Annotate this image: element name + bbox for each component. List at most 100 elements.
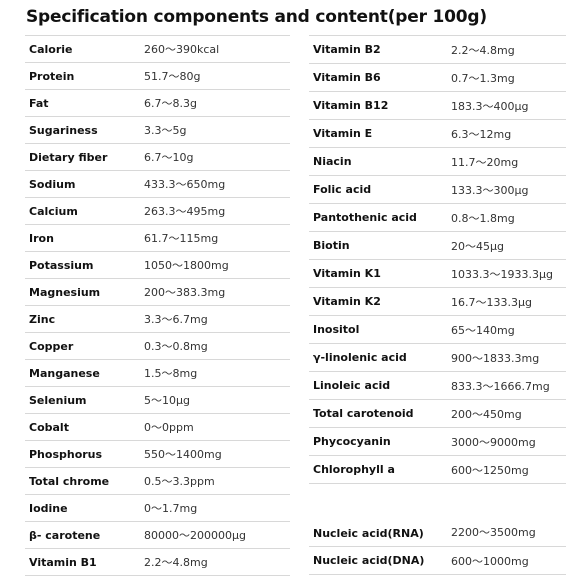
nutrient-name: Vitamin K2 [309, 287, 447, 316]
nutrient-value: 1050～1800mg [140, 251, 290, 279]
nutrient-name: Vitamin B6 [309, 63, 447, 92]
nutrient-value: 833.3～1666.7mg [447, 371, 566, 400]
nutrient-name: Sugariness [25, 116, 140, 144]
nutrient-name: Iodine [25, 494, 140, 522]
nutrient-value: 3000～9000mg [447, 427, 566, 456]
table-row: Vitamin K2 16.7～133.3μg [309, 287, 566, 316]
table-row: Niacin 11.7～20mg [309, 147, 566, 176]
nutrient-name: β- carotene [25, 521, 140, 549]
nutrient-value: 183.3～400μg [447, 91, 566, 120]
nutrient-name: Vitamin K1 [309, 259, 447, 288]
nutrient-value: 6.7～10g [140, 143, 290, 171]
nutrient-value: 0.7～1.3mg [447, 63, 566, 92]
nutrient-value: 6.7～8.3g [140, 89, 290, 117]
nutrient-value: 433.3～650mg [140, 170, 290, 198]
table-row: Calcium 263.3～495mg [25, 197, 290, 225]
table-row: Magnesium 200～383.3mg [25, 278, 290, 306]
table-row: Sodium 433.3～650mg [25, 170, 290, 198]
nutrient-value: 2.2～4.8mg [447, 35, 566, 64]
nutrient-name: Fat [25, 89, 140, 117]
table-row: Chlorophyll a 600～1250mg [309, 455, 566, 484]
table-row: Potassium 1050～1800mg [25, 251, 290, 279]
nutrient-name: Folic acid [309, 175, 447, 204]
nutrient-name: Total carotenoid [309, 399, 447, 428]
nutrient-name: Potassium [25, 251, 140, 279]
nutrient-name: Copper [25, 332, 140, 360]
table-row: γ-linolenic acid 900～1833.3mg [309, 343, 566, 372]
nutrient-value: 0.3～0.8mg [140, 332, 290, 360]
nutrient-name: Calcium [25, 197, 140, 225]
nutrient-value: 0.5～3.3ppm [140, 467, 290, 495]
table-row: Cobalt 0～0ppm [25, 413, 290, 441]
table-row: Nucleic acid(RNA) 2200～3500mg [309, 483, 566, 547]
table-row: Vitamin B1 2.2～4.8mg [25, 548, 290, 576]
table-row: Zinc 3.3～6.7mg [25, 305, 290, 333]
nutrient-name: Cobalt [25, 413, 140, 441]
nutrient-value: 133.3～300μg [447, 175, 566, 204]
table-row: Manganese 1.5～8mg [25, 359, 290, 387]
table-row: Selenium 5～10μg [25, 386, 290, 414]
nutrient-value: 16.7～133.3μg [447, 287, 566, 316]
table-row: Iodine 0～1.7mg [25, 494, 290, 522]
nutrient-name: Magnesium [25, 278, 140, 306]
table-row: Nucleic acid(DNA) 600～1000mg [309, 546, 566, 575]
nutrient-name: Pantothenic acid [309, 203, 447, 232]
nutrient-name: Zinc [25, 305, 140, 333]
nutrient-name: Calorie [25, 35, 140, 63]
nutrient-name: γ-linolenic acid [309, 343, 447, 372]
table-row: Total chrome 0.5～3.3ppm [25, 467, 290, 495]
page-title: Specification components and content(per… [26, 7, 487, 27]
nutrient-value: 11.7～20mg [447, 147, 566, 176]
nutrient-value: 6.3～12mg [447, 119, 566, 148]
nutrient-value: 200～383.3mg [140, 278, 290, 306]
nutrient-value: 200～450mg [447, 399, 566, 428]
table-row: Pantothenic acid 0.8～1.8mg [309, 203, 566, 232]
nutrient-name: Phosphorus [25, 440, 140, 468]
table-row: Sugariness 3.3～5g [25, 116, 290, 144]
table-row: Iron 61.7～115mg [25, 224, 290, 252]
nutrient-name: Dietary fiber [25, 143, 140, 171]
table-row: Fat 6.7～8.3g [25, 89, 290, 117]
nutrient-value: 263.3～495mg [140, 197, 290, 225]
nutrient-name: Nucleic acid(DNA) [309, 546, 447, 575]
nutrient-value: 0～0ppm [140, 413, 290, 441]
nutrient-name: Vitamin E [309, 119, 447, 148]
table-row: Folic acid 133.3～300μg [309, 175, 566, 204]
table-row: Vitamin B6 0.7～1.3mg [309, 63, 566, 92]
nutrient-name: Nucleic acid(RNA) [309, 483, 447, 547]
table-row: Phosphorus 550～1400mg [25, 440, 290, 468]
nutrient-value: 550～1400mg [140, 440, 290, 468]
nutrient-value: 600～1250mg [447, 455, 566, 484]
nutrient-name: Chlorophyll a [309, 455, 447, 484]
nutrient-value: 5～10μg [140, 386, 290, 414]
spec-table-right: Vitamin B2 2.2～4.8mg Vitamin B6 0.7～1.3mg … [309, 35, 566, 575]
nutrient-value: 1.5～8mg [140, 359, 290, 387]
nutrient-value: 2200～3500mg [447, 483, 566, 547]
nutrient-value: 600～1000mg [447, 546, 566, 575]
nutrient-name: Inositol [309, 315, 447, 344]
nutrient-value: 51.7～80g [140, 62, 290, 90]
nutrient-name: Manganese [25, 359, 140, 387]
table-row: Vitamin E 6.3～12mg [309, 119, 566, 148]
nutrient-value: 65～140mg [447, 315, 566, 344]
table-row: Inositol 65～140mg [309, 315, 566, 344]
nutrient-name: Protein [25, 62, 140, 90]
table-row: Calorie 260～390kcal [25, 35, 290, 63]
nutrient-value: 20～45μg [447, 231, 566, 260]
nutrient-value: 1033.3～1933.3μg [447, 259, 566, 288]
nutrient-value: 900～1833.3mg [447, 343, 566, 372]
nutrient-value: 0.8～1.8mg [447, 203, 566, 232]
table-row: Linoleic acid 833.3～1666.7mg [309, 371, 566, 400]
nutrient-name: Niacin [309, 147, 447, 176]
nutrient-value: 61.7～115mg [140, 224, 290, 252]
nutrient-name: Vitamin B12 [309, 91, 447, 120]
spec-table-left: Calorie 260～390kcal Protein 51.7～80g Fat 6.… [25, 35, 290, 576]
nutrient-name: Linoleic acid [309, 371, 447, 400]
nutrient-name: Sodium [25, 170, 140, 198]
nutrient-name: Phycocyanin [309, 427, 447, 456]
table-row: Dietary fiber 6.7～10g [25, 143, 290, 171]
nutrient-name: Selenium [25, 386, 140, 414]
nutrient-value: 3.3～5g [140, 116, 290, 144]
table-row: Copper 0.3～0.8mg [25, 332, 290, 360]
nutrient-value: 80000～200000μg [140, 521, 290, 549]
